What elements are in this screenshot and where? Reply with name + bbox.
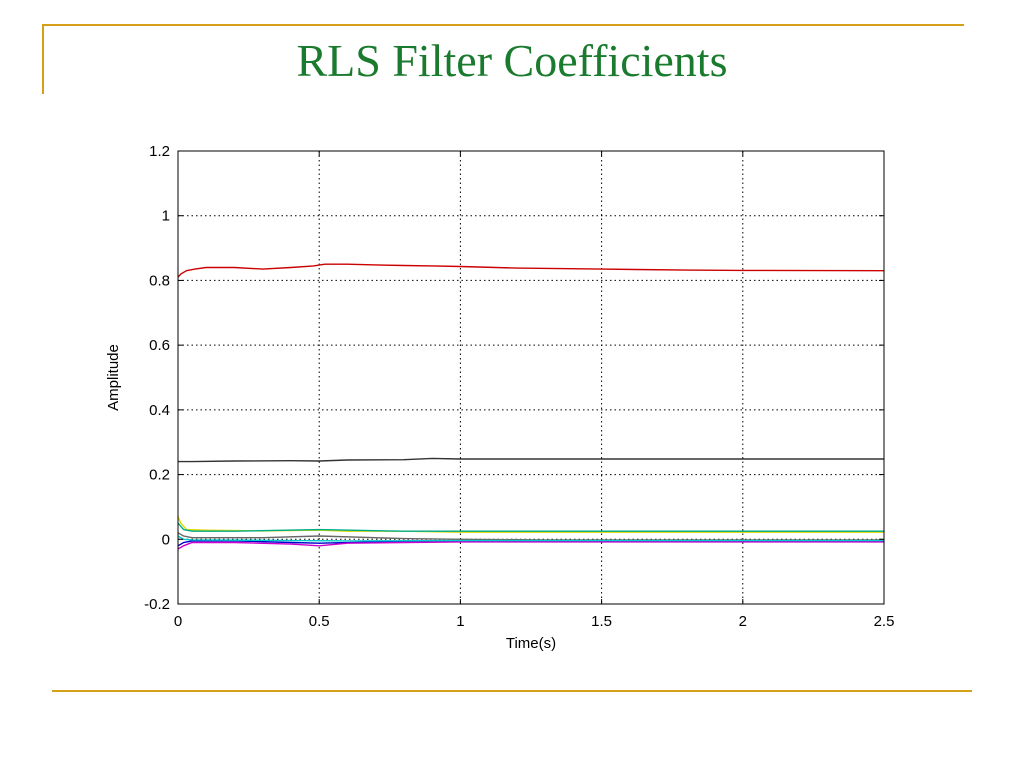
y-tick-label: -0.2 [144,596,170,613]
grid [178,151,884,604]
series-layer [177,263,885,550]
x-tick-label: 2 [739,613,747,630]
series-line-2 [178,457,884,463]
x-tick-label: 0 [174,613,182,630]
x-tick-label: 2.5 [874,613,895,630]
x-tick-label: 1 [456,613,464,630]
x-tick-label: 0.5 [309,613,330,630]
y-tick-label: 1 [162,208,170,225]
y-axis-label: Amplitude [105,344,122,411]
x-tick-label: 1.5 [591,613,612,630]
y-tick-label: 0 [162,531,170,548]
y-tick-labels: -0.2 0 0.2 0.4 0.6 0.8 1 1.2 [144,143,170,613]
bottom-accent-rule [52,690,972,692]
top-accent-rule [42,24,964,26]
y-tick-label: 0.6 [149,337,170,354]
plot-frame [177,150,885,605]
series-line-7 [177,532,884,541]
x-tick-labels: 0 0.5 1 1.5 2 2.5 [174,613,895,630]
y-tick-label: 0.2 [149,467,170,484]
y-tick-label: 0.8 [149,272,170,289]
y-tick-label: 0.4 [149,402,170,419]
series-line-4 [177,522,884,532]
x-axis-label: Time(s) [506,635,556,652]
slide-title: RLS Filter Coefficients [296,35,728,86]
series-line-1 [177,263,885,278]
y-tick-label: 1.2 [149,143,170,160]
tick-marks [177,150,885,605]
series-line-6 [177,541,884,550]
series-line-8 [177,535,884,542]
left-accent-rule [42,24,44,94]
